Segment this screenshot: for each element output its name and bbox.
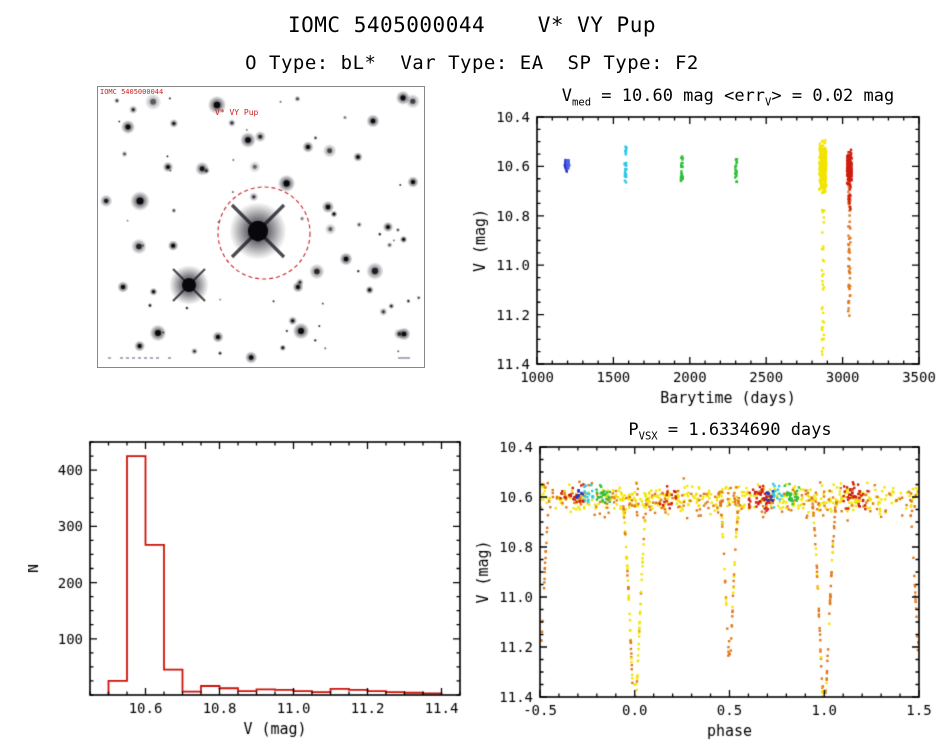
page-subtitle: O Type: bL* Var Type: EA SP Type: F2 xyxy=(245,52,699,74)
lightcurve-time-canvas xyxy=(470,105,944,407)
finder-image-canvas xyxy=(97,86,425,368)
finder-target-label: V* VY Pup xyxy=(215,108,259,117)
histogram-canvas xyxy=(28,430,472,744)
page-title: IOMC 5405000044 V* VY Pup xyxy=(287,13,656,37)
lightcurve-phase-canvas xyxy=(470,435,944,741)
finder-chart: IOMC 5405000044 V* VY Pup xyxy=(97,86,425,368)
finder-corner-label: IOMC 5405000044 xyxy=(100,88,164,96)
timeseries-title: Vmed = 10.60 mag <errV> = 0.02 mag xyxy=(561,86,895,109)
